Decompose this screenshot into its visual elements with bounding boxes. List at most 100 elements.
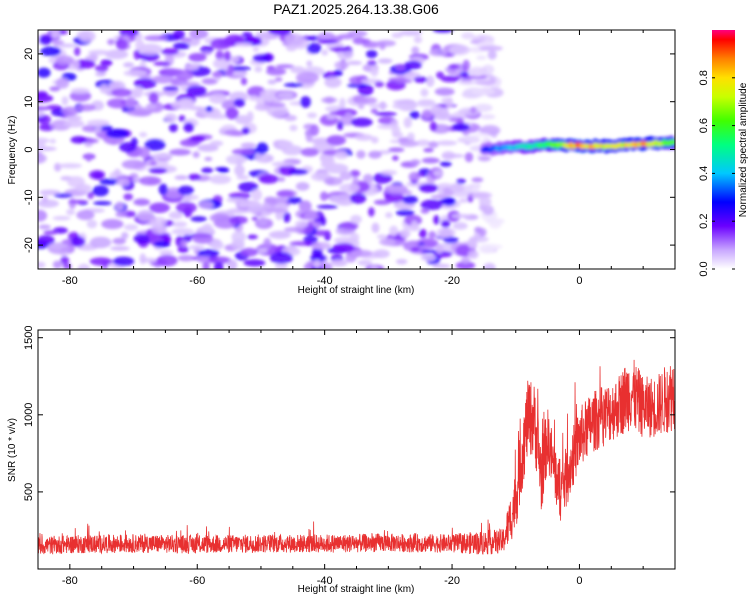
bottom-x-axis-label: Height of straight line (km)	[298, 584, 415, 595]
heatmap-cell	[395, 79, 413, 84]
heatmap-cell	[153, 240, 171, 248]
heatmap-cell	[60, 256, 70, 265]
heatmap-cell	[38, 137, 50, 144]
heatmap-cell	[329, 47, 353, 52]
heatmap-cell	[433, 170, 443, 177]
heatmap-cell	[474, 103, 493, 112]
heatmap-cell	[85, 153, 93, 162]
heatmap-cell	[215, 50, 224, 61]
heatmap-cell	[180, 98, 195, 109]
heatmap-cell	[133, 49, 141, 60]
heatmap-cell	[79, 30, 96, 43]
heatmap-cell	[144, 35, 168, 41]
heatmap-cell	[420, 208, 430, 214]
heatmap-cell	[337, 33, 355, 40]
heatmap-cell	[213, 261, 224, 269]
heatmap-cell	[55, 77, 70, 89]
heatmap-cell	[233, 98, 246, 108]
heatmap-cell	[105, 128, 129, 139]
heatmap-cell	[201, 77, 218, 85]
heatmap-cell	[246, 36, 262, 43]
heatmap-cell	[95, 71, 106, 77]
heatmap-cell	[225, 154, 247, 165]
heatmap-cell	[226, 197, 248, 203]
heatmap-cell	[190, 216, 207, 222]
bottom-y-tick-label: 500	[23, 483, 35, 501]
heatmap-cell	[264, 196, 277, 204]
heatmap-cell	[421, 157, 440, 164]
bottom-y-axis-label: SNR (10 * v/v)	[7, 418, 18, 482]
heatmap-cell	[283, 82, 304, 88]
heatmap-cell	[156, 254, 178, 267]
heatmap-cell	[371, 222, 380, 234]
heatmap-cell	[55, 43, 77, 48]
heatmap-cell	[275, 64, 295, 69]
heatmap-cell	[200, 45, 214, 54]
heatmap-cell	[192, 232, 214, 244]
heatmap-cell	[380, 170, 398, 176]
heatmap-cell	[138, 176, 162, 186]
top-y-axis-label: Frequency (Hz)	[7, 116, 18, 185]
heatmap-cell	[471, 88, 495, 95]
heatmap-cell	[229, 208, 243, 214]
heatmap-cell	[136, 209, 155, 222]
heatmap-cell	[334, 151, 349, 160]
top-x-tick-label: -40	[317, 275, 333, 287]
heatmap-cell	[243, 259, 266, 267]
heatmap-cell	[479, 125, 501, 136]
heatmap-cell	[358, 96, 378, 105]
heatmap-cell	[464, 152, 474, 163]
top-y-tick-label: -20	[23, 237, 35, 253]
heatmap-cell	[347, 60, 363, 65]
heatmap-cell	[309, 124, 320, 136]
bottom-axes: -80 -60 -40 -20 0 500 1000 1500	[23, 325, 676, 587]
heatmap-cell	[52, 215, 71, 221]
heatmap-cell	[76, 210, 95, 221]
heatmap-cell	[51, 39, 65, 45]
heatmap-cell	[38, 235, 55, 246]
heatmap-cell	[198, 201, 214, 209]
heatmap-cell	[373, 172, 393, 184]
heatmap-cell	[138, 43, 163, 55]
heatmap-cell	[277, 176, 286, 182]
heatmap-cell	[99, 83, 109, 94]
heatmap-cell	[173, 30, 185, 40]
heatmap-cell	[392, 99, 416, 105]
heatmap-cell	[189, 135, 206, 142]
top-x-tick-label: -60	[189, 275, 205, 287]
heatmap-cell	[121, 232, 129, 240]
heatmap-cell	[403, 116, 412, 129]
heatmap-cell	[357, 259, 373, 266]
heatmap-cell	[101, 218, 124, 230]
bottom-x-tick-label: -60	[189, 575, 205, 587]
heatmap-cell	[223, 50, 231, 62]
heatmap-cell	[483, 262, 496, 269]
heatmap-cell	[174, 175, 189, 180]
heatmap-cell	[323, 176, 343, 186]
heatmap-cell	[377, 124, 398, 130]
heatmap-cell	[374, 81, 385, 88]
heatmap-cell	[354, 133, 374, 141]
heatmap-cell	[177, 185, 194, 196]
heatmap-cell	[112, 256, 135, 267]
heatmap-cell	[149, 202, 170, 214]
heatmap-cell	[316, 204, 339, 209]
heatmap-cell	[205, 106, 213, 112]
heatmap-cell	[421, 249, 441, 254]
heatmap-cell	[47, 243, 69, 249]
heatmap-cell	[284, 114, 297, 122]
heatmap-cell	[61, 106, 79, 117]
heatmap-cell	[61, 96, 69, 106]
heatmap-cell	[474, 132, 490, 138]
heatmap-cell	[283, 226, 305, 233]
heatmap-cell	[339, 171, 353, 181]
heatmap-cell	[277, 140, 294, 149]
heatmap-cell	[389, 225, 399, 237]
bottom-x-tick-label: -40	[317, 575, 333, 587]
heatmap-cell	[449, 184, 465, 193]
heatmap-cell	[289, 124, 298, 132]
heatmap-cell	[479, 45, 503, 52]
heatmap-cell	[123, 69, 148, 77]
heatmap-cell	[307, 112, 318, 119]
bottom-x-tick-label: -20	[444, 575, 460, 587]
